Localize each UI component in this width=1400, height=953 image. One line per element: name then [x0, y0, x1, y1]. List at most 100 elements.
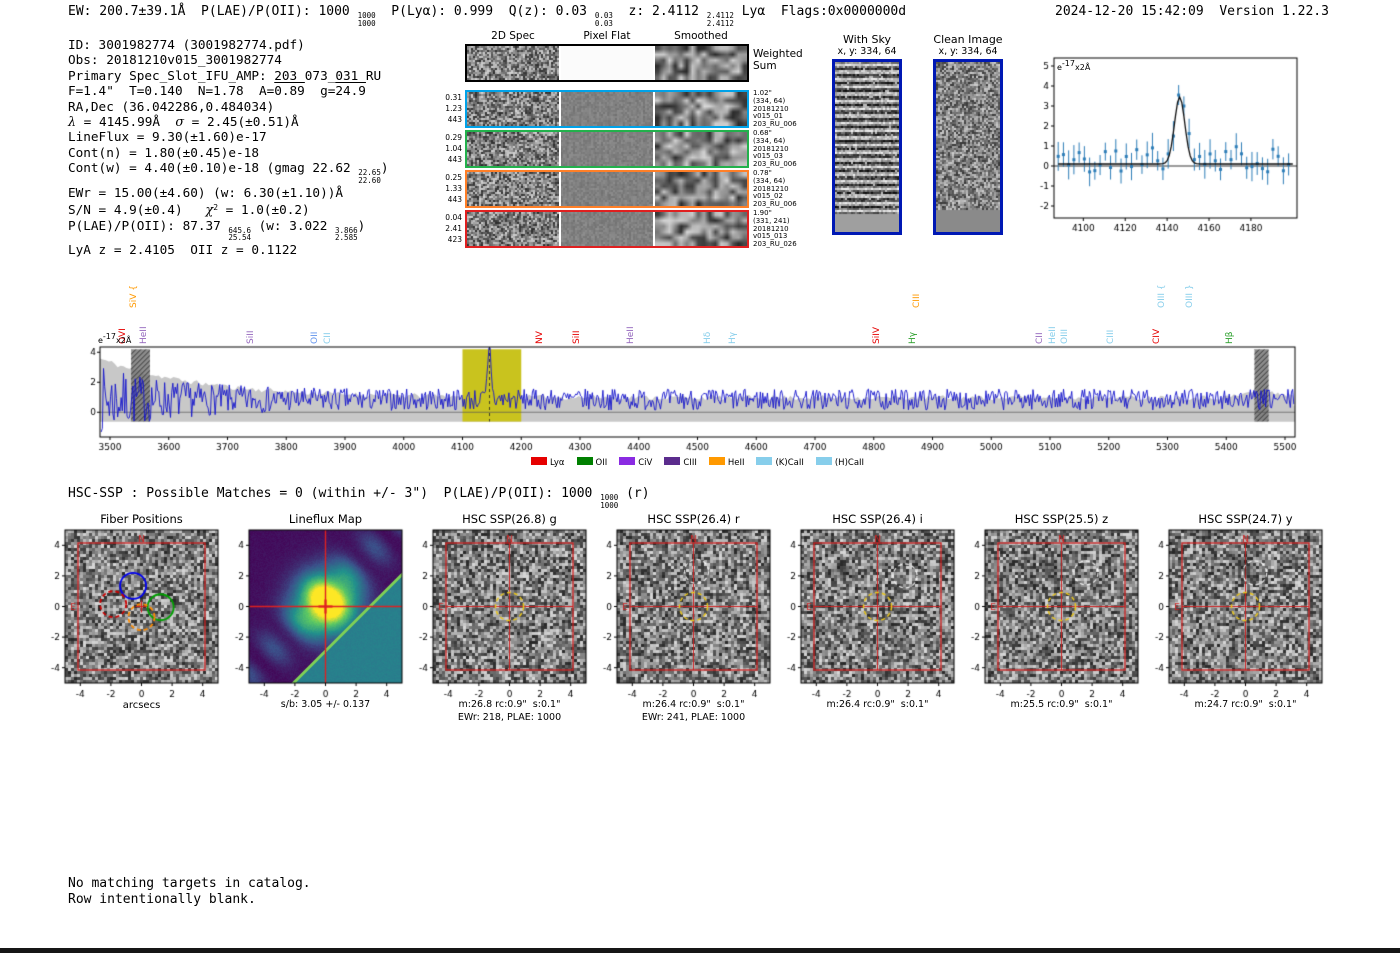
cutout-canvas-sky [405, 526, 595, 710]
sky-panel-title: Clean Image [933, 33, 1003, 46]
legend-swatch [815, 457, 832, 465]
stacked-fraction: 1000 1000 [600, 494, 618, 510]
fraction-top: 2.4112 [706, 11, 734, 20]
sky-panel-coords: x, y: 334, 64 [837, 46, 897, 57]
cutout-caption2: EWr: 218, PLAE: 1000 [457, 712, 562, 723]
fraction-bottom: 25.54 [228, 233, 251, 243]
linefit-canvas [1028, 48, 1303, 238]
superscript: 2 [213, 203, 219, 213]
text-segment: x2Å [116, 336, 132, 345]
superscript: -17 [102, 332, 116, 341]
spectrum-legend: Lyα OII CiV CIII HeII (K)CaII (H)CaII [100, 450, 1295, 469]
stacked-fraction: 2.4112 2.4112 [707, 12, 734, 28]
cutout-title: HSC SSP(26.8) g [462, 512, 557, 526]
fraction-bottom: 1000 [357, 18, 376, 28]
annotation-line: 0.78" [753, 169, 772, 177]
annotation-line: (334, 64) [753, 136, 786, 145]
spectrum-canvas [86, 343, 1301, 455]
cutout-caption2: EWr: 241, PLAE: 1000 [641, 712, 746, 723]
spec2d-row-annotation: 1.02" (334, 64) 20181210 v015_01 203_RU_006 [753, 89, 797, 129]
page-edge-bar [0, 948, 1400, 953]
fraction-top: 1000 [357, 11, 376, 20]
info-line: EWr = 15.00(±4.60) (w: 6.30(±1.10))Å [68, 185, 388, 200]
text-segment: g= [304, 83, 336, 99]
spectral-line-marker: SiII [572, 330, 583, 344]
fraction-top: 3.866 [335, 225, 358, 235]
legend-label: CiV [638, 458, 653, 468]
text-segment: = 2.45(±0.51)Å [184, 114, 299, 130]
cutout-caption: m:26.4 rc:0.9" s:0.1" [826, 699, 929, 710]
smoothed-image-canvas [655, 212, 747, 246]
annotation-line: 20181210 [753, 184, 789, 193]
spec2d-row [465, 210, 749, 248]
info-line: Obs: 20181210v015_3001982774 [68, 52, 388, 67]
cutout-canvas-sky [1141, 526, 1331, 710]
spectral-line-marker: HeII [139, 326, 150, 344]
sky-panel-frame [832, 59, 902, 235]
text-segment: Primary Spec_Slot_IFU_AMP: 203_073_031_R… [68, 67, 382, 83]
legend-label: Lyα [549, 458, 565, 468]
text-segment: EW: 200.7±39.1Å P(LAE)/P(OII): 1000 [68, 4, 358, 19]
spectral-line-marker: CIII [1105, 329, 1116, 344]
cutout-canvas-sky [957, 526, 1147, 710]
col-header-pixelflat: Pixel Flat [583, 30, 631, 42]
spectral-line-marker: CIII [912, 293, 923, 308]
text-segment: x2Å [1075, 63, 1091, 72]
text-segment: z: 2.4112 [612, 4, 707, 19]
info-line: F=1.4" T=0.140 N=1.78 A=0.89 g=24.9 [68, 83, 388, 98]
text-segment: Lyα Flags:0x0000000d [733, 4, 907, 19]
stat-value: 2.41 [445, 224, 462, 233]
cutout-title: HSC SSP(25.5) z [1014, 512, 1109, 526]
spec2d-image-canvas [467, 132, 559, 166]
info-line: S/N = 4.9(±0.4) χ2 = 1.0(±0.2) [68, 200, 388, 217]
legend-label: CIII [683, 458, 697, 468]
stat-value: 0.04 [445, 213, 462, 222]
info-line: Cont(w) = 4.40(±0.10)e-18 (gmag 22.62 22… [68, 160, 388, 185]
stacked-fraction: 3.866 2.585 [335, 225, 358, 243]
fraction-top: 1000 [600, 493, 619, 502]
legend-item: (H)CaII [815, 450, 864, 469]
info-line: λ = 4145.99Å σ = 2.45(±0.51)Å [68, 114, 388, 129]
stat-value: 443 [447, 115, 462, 124]
text-segment: ID: 3001982774 (3001982774.pdf) [68, 37, 305, 52]
fraction-bottom: 0.03 [594, 18, 613, 28]
cutout-caption: s/b: 3.05 +/- 0.137 [280, 699, 371, 710]
text-segment: LineFlux = 9.30(±1.60)e-17 [68, 129, 267, 145]
fraction-top: 0.03 [594, 11, 613, 20]
fraction-bottom: 1000 [600, 500, 619, 510]
spec2d-row-stats: 0.04 2.41 423 [438, 212, 462, 245]
stat-value: 443 [447, 155, 462, 164]
stacked-fraction: 0.03 0.03 [595, 12, 613, 28]
annotation-line: 0.68" [753, 129, 772, 137]
footer-note-2: Row intentionally blank. [68, 892, 256, 907]
legend-label: HeII [727, 458, 745, 468]
spec2d-row [465, 90, 749, 128]
col-header-smoothed: Smoothed [674, 30, 728, 42]
annotation-line: 203_RU_006 [753, 160, 797, 169]
object-info-block: ID: 3001982774 (3001982774.pdf) Obs: 2018… [68, 37, 388, 258]
text-segment: LyA z = 2.4105 OII z = 0.1122 [68, 242, 298, 258]
spectrum-ylabel: e-17x2Å [98, 332, 131, 345]
text-segment: P(LAE)/P(OII): 87.37 [68, 217, 229, 233]
cutout-title: HSC SSP(26.4) r [647, 512, 740, 526]
cutout-caption: m:26.8 rc:0.9" s:0.1" [458, 699, 561, 710]
spec2d-row [465, 170, 749, 208]
info-line: RA,Dec (36.042286,0.484034) [68, 99, 388, 114]
fraction-bottom: 2.585 [335, 233, 358, 243]
annotation-line: v015_02 [753, 192, 783, 201]
annotation-line: 1.90" [753, 209, 772, 217]
annotation-line: 20181210 [753, 144, 789, 153]
legend-swatch [708, 457, 725, 465]
stat-value: 0.31 [445, 93, 462, 102]
col-header-2dspec: 2D Spec [491, 30, 535, 42]
stacked-fraction: 645.6 25.54 [228, 226, 251, 243]
withsky-canvas [835, 62, 899, 232]
cutout-caption: m:24.7 rc:0.9" s:0.1" [1194, 699, 1297, 710]
timestamp-version: 2024-12-20 15:42:09 Version 1.22.3 [1055, 4, 1329, 19]
cutout-title: HSC SSP(24.7) y [1198, 512, 1293, 526]
stat-value: 1.23 [445, 104, 462, 113]
spec2d-row-stats: 0.31 1.23 443 [438, 92, 462, 125]
cutout-canvas-fiber [37, 526, 227, 710]
text-segment: e [98, 336, 103, 345]
